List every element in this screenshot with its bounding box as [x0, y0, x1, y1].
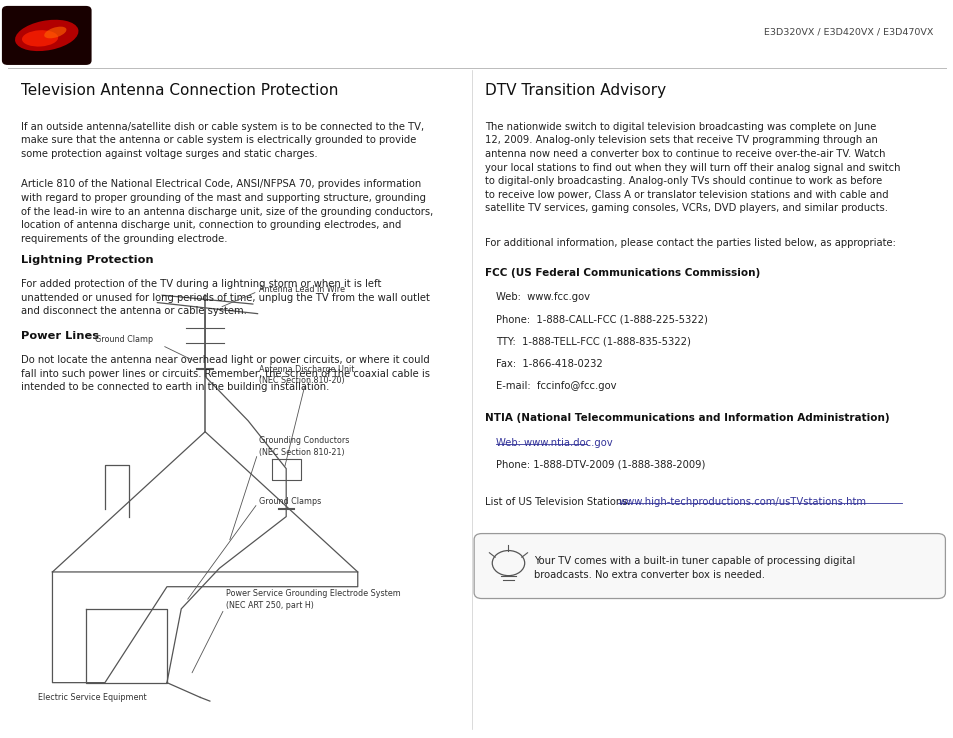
FancyBboxPatch shape [2, 6, 91, 65]
Text: Web: www.ntia.doc.gov: Web: www.ntia.doc.gov [496, 438, 612, 448]
Text: Lightning Protection: Lightning Protection [21, 255, 153, 265]
Text: Web:  www.fcc.gov: Web: www.fcc.gov [496, 292, 590, 303]
Text: NTIA (National Telecommunications and Information Administration): NTIA (National Telecommunications and In… [484, 413, 888, 424]
Ellipse shape [22, 30, 58, 46]
Text: www.high-techproductions.com/usTVstations.htm: www.high-techproductions.com/usTVstation… [618, 497, 865, 507]
Text: Phone: 1-888-DTV-2009 (1-888-388-2009): Phone: 1-888-DTV-2009 (1-888-388-2009) [496, 460, 704, 470]
Text: For additional information, please contact the parties listed below, as appropri: For additional information, please conta… [484, 238, 895, 249]
Text: DTV Transition Advisory: DTV Transition Advisory [484, 83, 665, 97]
Text: Grounding Conductors
(NEC Section 810-21): Grounding Conductors (NEC Section 810-21… [259, 436, 350, 457]
Text: Ground Clamp: Ground Clamp [95, 335, 153, 344]
Text: Fax:  1-866-418-0232: Fax: 1-866-418-0232 [496, 359, 602, 369]
Text: E-mail:  fccinfo@fcc.gov: E-mail: fccinfo@fcc.gov [496, 381, 616, 391]
Ellipse shape [44, 27, 67, 38]
Text: Do not locate the antenna near overhead light or power circuits, or where it cou: Do not locate the antenna near overhead … [21, 355, 430, 392]
Text: Power Lines: Power Lines [21, 331, 99, 341]
Text: Ground Clamps: Ground Clamps [259, 497, 321, 506]
Text: Article 810 of the National Electrical Code, ANSI/NFPSA 70, provides information: Article 810 of the National Electrical C… [21, 179, 433, 244]
Text: For added protection of the TV during a lightning storm or when it is left
unatt: For added protection of the TV during a … [21, 279, 430, 316]
Text: Antenna Discharge Unit
(NEC Section 810-20): Antenna Discharge Unit (NEC Section 810-… [259, 365, 355, 385]
Text: List of US Television Stations:: List of US Television Stations: [484, 497, 633, 507]
Text: E3D320VX / E3D420VX / E3D470VX: E3D320VX / E3D420VX / E3D470VX [762, 27, 932, 36]
Ellipse shape [15, 20, 78, 51]
Text: If an outside antenna/satellite dish or cable system is to be connected to the T: If an outside antenna/satellite dish or … [21, 122, 424, 159]
Text: FCC (US Federal Communications Commission): FCC (US Federal Communications Commissio… [484, 268, 760, 278]
Text: Electric Service Equipment: Electric Service Equipment [38, 693, 147, 702]
Text: Power Service Grounding Electrode System
(NEC ART 250, part H): Power Service Grounding Electrode System… [226, 589, 400, 610]
Text: Your TV comes with a built-in tuner capable of processing digital
broadcasts. No: Your TV comes with a built-in tuner capa… [534, 556, 855, 580]
Text: The nationwide switch to digital television broadcasting was complete on June
12: The nationwide switch to digital televis… [484, 122, 900, 213]
Text: Antenna Lead In Wire: Antenna Lead In Wire [259, 285, 345, 294]
FancyBboxPatch shape [474, 534, 944, 599]
Text: Television Antenna Connection Protection: Television Antenna Connection Protection [21, 83, 338, 97]
Text: Phone:  1-888-CALL-FCC (1-888-225-5322): Phone: 1-888-CALL-FCC (1-888-225-5322) [496, 314, 707, 325]
Text: TTY:  1-888-TELL-FCC (1-888-835-5322): TTY: 1-888-TELL-FCC (1-888-835-5322) [496, 337, 690, 347]
